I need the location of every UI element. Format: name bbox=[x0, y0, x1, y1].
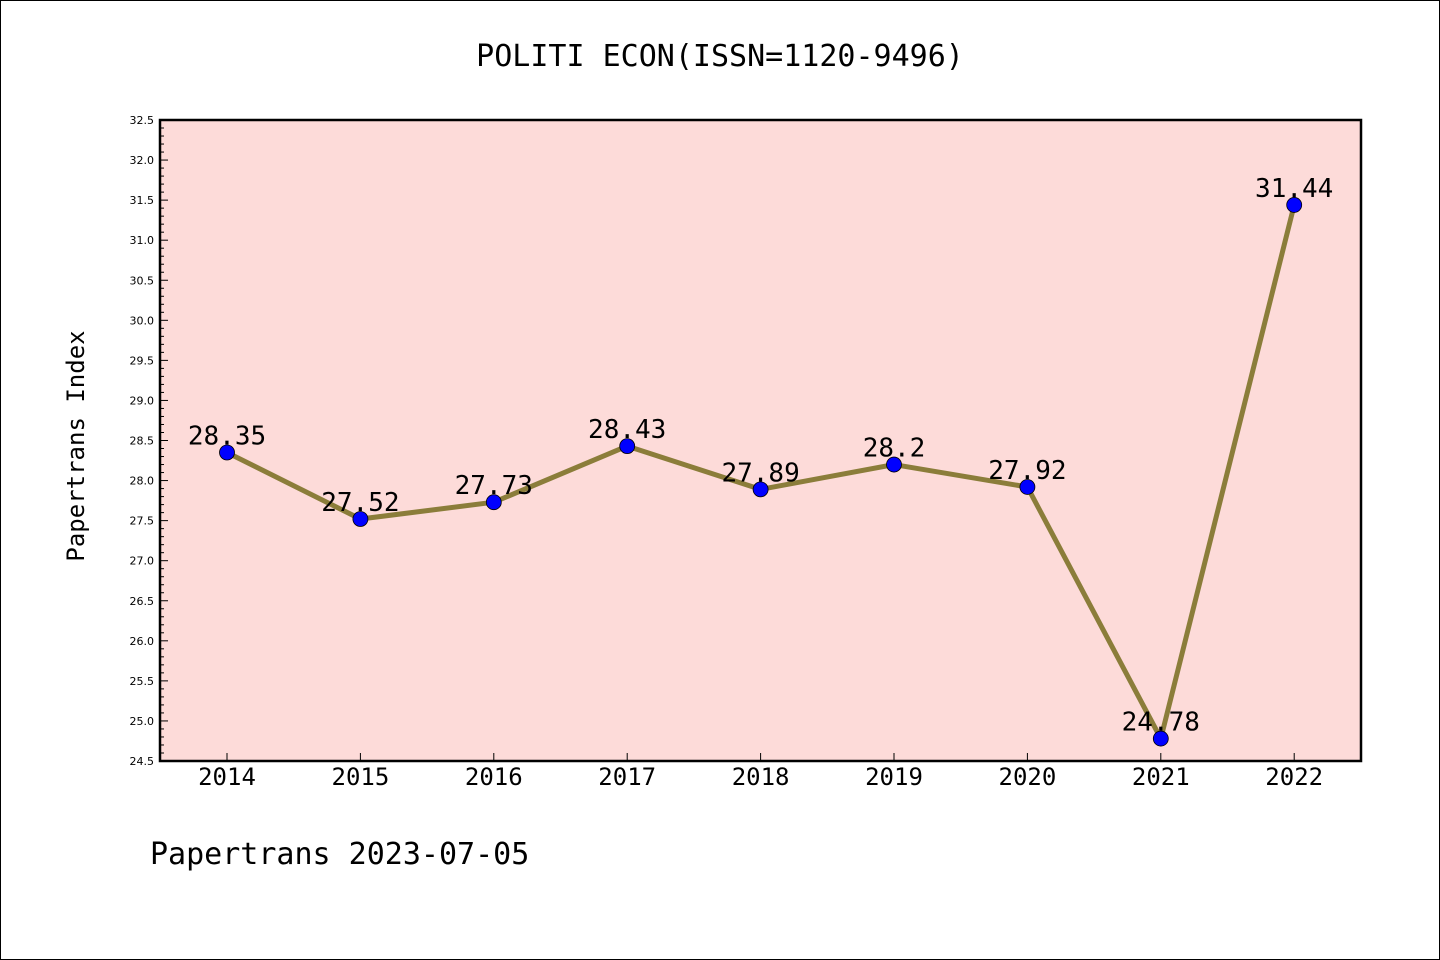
x-axis: 2014 2015 2016 2017 2018 2019 2020 2021 2022 bbox=[198, 753, 1323, 791]
data-point bbox=[1019, 479, 1036, 495]
x-tick-label: 2021 bbox=[1132, 763, 1190, 791]
x-tick-label: 2019 bbox=[865, 763, 923, 791]
y-tick-label: 32.0 bbox=[130, 154, 155, 167]
data-point bbox=[352, 511, 369, 527]
y-tick-label: 27.5 bbox=[130, 515, 155, 528]
x-tick-label: 2014 bbox=[198, 763, 256, 791]
data-point bbox=[1286, 197, 1303, 213]
y-tick-label: 29.5 bbox=[130, 354, 155, 367]
chart-title: POLITI ECON(ISSN=1120-9496) bbox=[476, 39, 964, 74]
y-tick-label: 26.5 bbox=[130, 595, 155, 608]
data-label: 27.89 bbox=[721, 458, 799, 488]
y-tick-label: 25.5 bbox=[130, 675, 155, 688]
x-tick-label: 2017 bbox=[598, 763, 656, 791]
y-tick-label: 32.5 bbox=[130, 114, 155, 127]
y-tick-label: 30.0 bbox=[130, 314, 155, 327]
data-label: 24.78 bbox=[1122, 708, 1200, 738]
y-tick-label: 27.0 bbox=[130, 555, 155, 568]
y-tick-label: 25.0 bbox=[130, 715, 155, 728]
data-label: 31.44 bbox=[1255, 174, 1333, 204]
data-label: 28.2 bbox=[863, 434, 926, 464]
x-tick-label: 2018 bbox=[732, 763, 790, 791]
x-tick-label: 2015 bbox=[332, 763, 390, 791]
data-label: 27.52 bbox=[321, 488, 399, 518]
y-tick-label: 28.5 bbox=[130, 435, 155, 448]
y-tick-label: 29.0 bbox=[130, 394, 155, 407]
y-tick-label: 28.0 bbox=[130, 475, 155, 488]
data-label: 27.73 bbox=[455, 471, 533, 501]
data-label: 27.92 bbox=[988, 456, 1066, 486]
x-tick-label: 2022 bbox=[1265, 763, 1323, 791]
data-point bbox=[1152, 730, 1169, 747]
data-point bbox=[619, 438, 636, 455]
series-layer: 28.35 27.52 27.73 28.43 27.89 28.2 27.92 24.78 3… bbox=[188, 174, 1333, 747]
data-point bbox=[219, 444, 235, 461]
plot-area bbox=[158, 118, 1363, 763]
footer-text: Papertrans 2023-07-05 bbox=[150, 837, 529, 872]
y-tick-label: 24.5 bbox=[130, 755, 155, 768]
y-tick-label: 26.0 bbox=[130, 635, 155, 648]
data-point bbox=[752, 481, 769, 498]
y-tick-label: 31.5 bbox=[130, 194, 155, 207]
y-axis: 24.5 25.0 25.5 26.0 26.5 27.0 27.5 28.0 28.5 29.0… bbox=[130, 114, 168, 768]
y-axis-label: Papertrans Index bbox=[62, 330, 90, 561]
x-tick-label: 2020 bbox=[999, 763, 1057, 791]
data-point bbox=[485, 494, 502, 511]
data-point bbox=[886, 456, 902, 473]
data-label: 28.35 bbox=[188, 422, 266, 452]
y-tick-label: 31.0 bbox=[130, 234, 155, 247]
y-tick-label: 30.5 bbox=[130, 274, 155, 287]
x-tick-label: 2016 bbox=[465, 763, 523, 791]
data-label: 28.43 bbox=[588, 415, 666, 445]
